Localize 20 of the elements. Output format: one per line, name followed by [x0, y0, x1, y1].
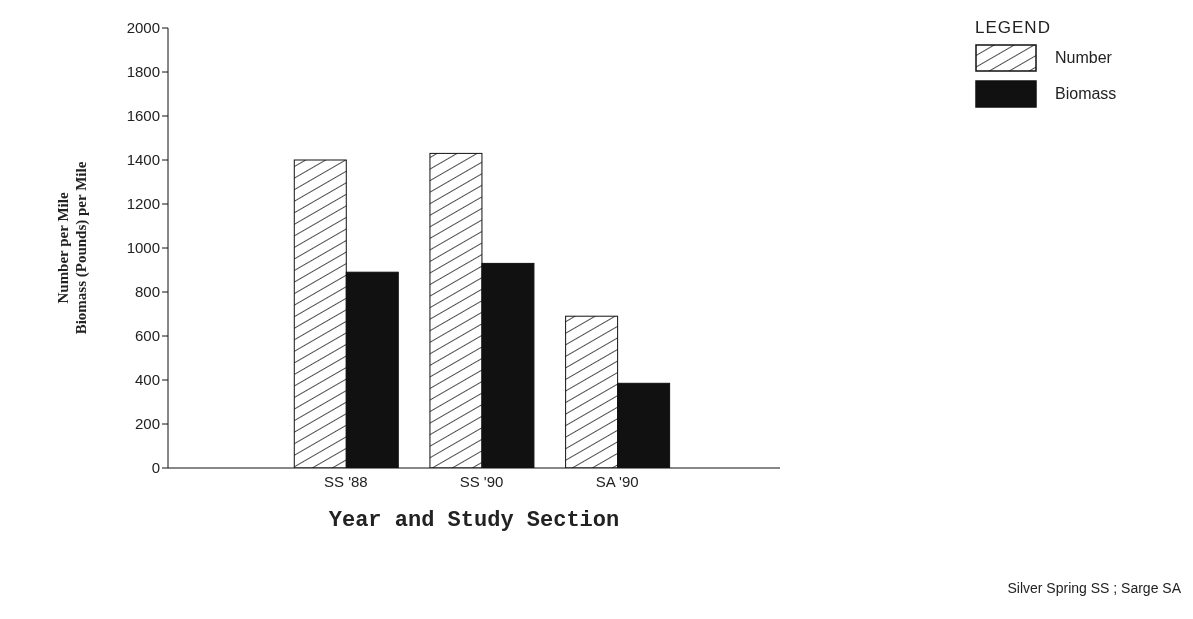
y-tick-label: 200 [134, 415, 160, 433]
x-tick-label: SA '90 [595, 472, 639, 490]
x-axis-title: Year and Study Section [328, 508, 620, 533]
legend-title: LEGEND [975, 18, 1052, 38]
y-tick-label: 0 [151, 459, 160, 477]
y-tick-label: 1000 [126, 239, 160, 257]
y-axis-title: Number per Mile Biomass (Pounds) per Mile [55, 161, 90, 335]
y-tick-label: 1400 [126, 151, 160, 169]
x-tick-label: SS '88 [323, 472, 368, 490]
y-tick-label: 1800 [126, 63, 160, 81]
y-tick-label: 400 [134, 371, 160, 389]
x-tick-label: SS '90 [459, 472, 504, 490]
text: Silver Spring SS ; Sarge SA [1007, 580, 1181, 596]
y-tick-label: 600 [134, 327, 160, 345]
y-tick-label: 2000 [126, 19, 160, 37]
y-tick-label: 1600 [126, 107, 160, 125]
legend-label: Biomass [1055, 85, 1117, 103]
y-tick-label: 1200 [126, 195, 160, 213]
y-tick-label: 800 [134, 283, 160, 301]
legend-label: Number [1055, 49, 1112, 67]
